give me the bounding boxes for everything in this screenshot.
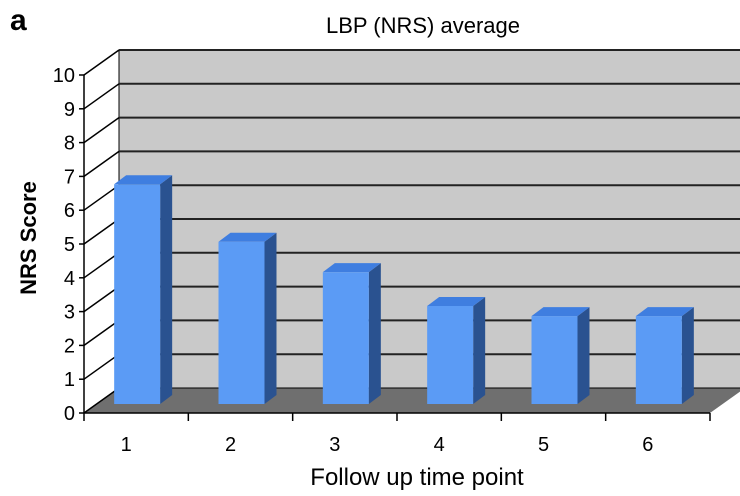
bar-top-6 <box>635 307 694 317</box>
gridline-connector-9 <box>83 83 120 110</box>
bar-side-5 <box>577 307 590 404</box>
y-tick-label-1: 1 <box>64 369 75 391</box>
bar-front-2 <box>218 241 265 404</box>
bar-1 <box>114 175 173 404</box>
x-axis-label: Follow up time point <box>310 464 524 491</box>
y-tick-label-8: 8 <box>64 133 75 155</box>
y-tick-labels: 0 1 2 3 4 5 6 7 8 9 10 <box>53 65 75 425</box>
bar-side-3 <box>368 263 381 404</box>
bar-front-3 <box>322 272 369 404</box>
y-axis-label: NRS Score <box>16 181 41 295</box>
y-tick-label-7: 7 <box>64 166 75 188</box>
bar-4 <box>427 296 486 404</box>
x-tick-label-6: 6 <box>642 434 653 456</box>
bar-front-6 <box>635 316 682 404</box>
y-tick-label-3: 3 <box>64 302 75 324</box>
gridline-connector-7 <box>83 150 120 178</box>
x-tick-label-5: 5 <box>538 434 549 456</box>
gridline-connector-6 <box>83 184 120 211</box>
panel-label: a <box>10 4 27 37</box>
bar-front-4 <box>427 305 474 404</box>
gridline-connector-2 <box>83 319 120 347</box>
y-tick-label-10: 10 <box>53 65 75 87</box>
x-tick-label-1: 1 <box>121 434 132 456</box>
bar-front-1 <box>114 184 161 404</box>
bar-side-6 <box>681 307 694 404</box>
x-tick-label-3: 3 <box>329 434 340 456</box>
y-tick-label-4: 4 <box>64 268 75 290</box>
bar-top-1 <box>114 175 173 185</box>
bar-side-2 <box>264 232 277 404</box>
gridlines <box>79 49 740 414</box>
y-tick-label-9: 9 <box>64 99 75 121</box>
gridline-connector-0 <box>83 387 120 414</box>
bar-top-4 <box>427 296 486 306</box>
x-tick-labels: 1 2 3 4 5 6 <box>121 434 654 456</box>
bar-front-5 <box>531 316 578 404</box>
gridline-connector-4 <box>83 252 120 279</box>
bar-6 <box>635 307 694 404</box>
bar-top-3 <box>322 263 381 273</box>
bars <box>114 175 694 404</box>
y-tick-label-6: 6 <box>64 200 75 222</box>
bar-side-4 <box>473 296 486 404</box>
gridline-connector-10 <box>83 49 120 76</box>
bar-side-1 <box>160 175 173 404</box>
x-tick-label-2: 2 <box>225 434 236 456</box>
gridline-connector-1 <box>83 353 120 380</box>
gridline-connector-3 <box>83 285 120 313</box>
x-tick-label-4: 4 <box>434 434 445 456</box>
gridline-connector-5 <box>83 218 120 245</box>
gridline-connector-8 <box>83 116 120 144</box>
bar-3 <box>322 263 381 404</box>
y-tick-label-5: 5 <box>64 234 75 256</box>
bar-top-2 <box>218 232 277 242</box>
y-tick-label-0: 0 <box>64 403 75 425</box>
bar-top-5 <box>531 307 590 317</box>
bar-2 <box>218 232 277 404</box>
bar-5 <box>531 307 590 404</box>
axes <box>83 75 711 421</box>
y-tick-label-2: 2 <box>64 335 75 357</box>
chart-title: LBP (NRS) average <box>326 13 520 38</box>
